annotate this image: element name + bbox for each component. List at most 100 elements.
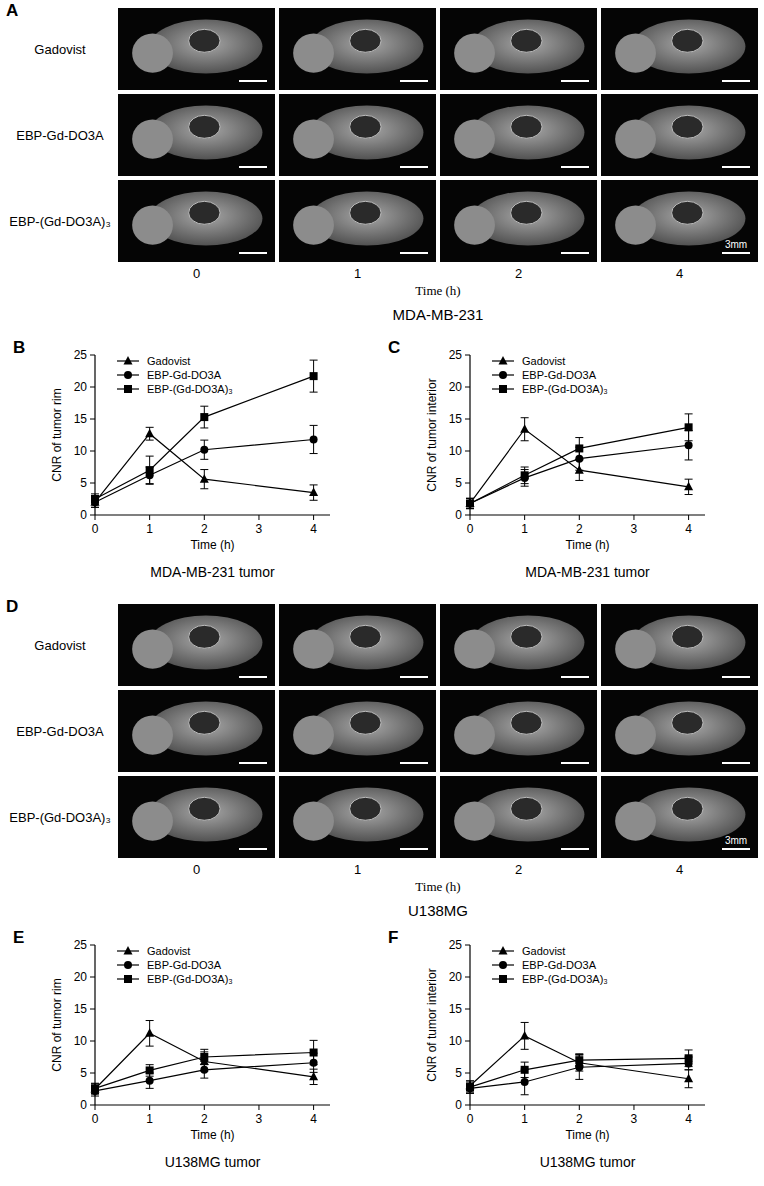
error-cap [466,498,474,499]
tumor-shape [454,801,495,840]
scale-bar [400,676,428,678]
y-axis [469,355,470,515]
y-tick [465,515,470,516]
error-cap [521,1049,529,1050]
y-tick [90,515,95,516]
legend-marker [499,356,508,365]
y-tick-label: 5 [80,476,87,490]
x-axis [470,1104,705,1105]
error-bar [146,1065,154,1077]
x-tick-label: 2 [576,522,583,536]
image-ground [440,8,597,90]
organ-shape [350,201,381,224]
y-tick [465,1041,470,1042]
error-cap [200,1078,208,1079]
y-tick-label: 15 [449,412,463,426]
x-tick [633,1105,634,1110]
organ-shape [350,625,381,648]
image-panel: DGadovistEBP-Gd-DO3AEBP-(Gd-DO3A)₃3mm012… [6,597,758,919]
panel-letter: B [13,338,25,357]
y-tick [90,1009,95,1010]
error-cap [575,480,583,481]
marker [521,471,529,479]
x-tick-label: 3 [256,1112,263,1126]
marker [466,499,474,507]
error-cap [200,469,208,470]
legend-label: EBP-Gd-DO3A [522,959,597,971]
marker [145,1028,154,1037]
error-cap [146,484,154,485]
scale-bar [400,252,428,254]
series-line [95,434,314,502]
image-ground [440,180,597,262]
legend-marker [124,385,132,393]
y-tick [90,1105,95,1106]
time-label: 0 [193,862,200,877]
legend: GadovistEBP-Gd-DO3AEBP-(Gd-DO3A)₃ [117,355,233,395]
tumor-shape [132,205,173,244]
line-chart: C051015202501234Time (h)CNR of tumor int… [388,338,705,580]
tumor-shape [454,629,495,668]
error-bar [200,1049,208,1064]
error-cap [310,1040,318,1041]
series-line [95,376,314,499]
organ-shape [672,29,703,52]
y-tick [465,419,470,420]
marker [310,1049,318,1057]
y-tick-label: 25 [449,938,463,952]
scale-bar [400,762,428,764]
error-bar [146,456,154,484]
error-cap [310,1064,318,1065]
image-ground [279,8,436,90]
mri-image [601,690,758,772]
legend-marker [124,975,132,983]
scale-bar [722,848,750,850]
error-bar [310,485,318,500]
tumor-shape [293,205,334,244]
marker [145,429,154,438]
image-ground [118,690,275,772]
error-cap [91,1083,99,1084]
organ-shape [672,115,703,138]
error-cap [466,508,474,509]
x-axis-title: Time (h) [190,1128,234,1142]
organ-shape [350,115,381,138]
y-tick-label: 5 [80,1066,87,1080]
marker [310,435,318,443]
row-label: Gadovist [34,42,86,57]
x-tick [579,1105,580,1110]
organ-shape [511,115,542,138]
mri-image [601,8,758,90]
error-bar [146,427,154,440]
y-tick [465,1073,470,1074]
error-cap [200,406,208,407]
x-tick [579,515,580,520]
mri-image [440,604,597,686]
error-cap [310,1072,318,1073]
marker [200,1066,208,1074]
mri-image [601,94,758,176]
image-ground [440,604,597,686]
error-cap [575,1079,583,1080]
y-tick-label: 15 [74,412,88,426]
tumor-shape [454,715,495,754]
error-cap [466,498,474,499]
legend-marker [499,961,507,969]
image-ground [118,604,275,686]
x-tick [149,1105,150,1110]
image-ground [601,776,758,858]
error-cap [91,493,99,494]
error-cap [521,483,529,484]
series-line [470,1036,689,1086]
mri-image [118,94,275,176]
legend-marker [499,371,507,379]
marker [91,495,99,503]
error-cap [91,504,99,505]
error-cap [91,507,99,508]
y-axis-title: CNR of tumor interior [425,968,439,1081]
tumor-shape [615,801,656,840]
chart-caption: MDA-MB-231 tumor [150,564,275,580]
image-ground [440,94,597,176]
time-label: 0 [193,266,200,281]
x-axis [95,514,330,515]
